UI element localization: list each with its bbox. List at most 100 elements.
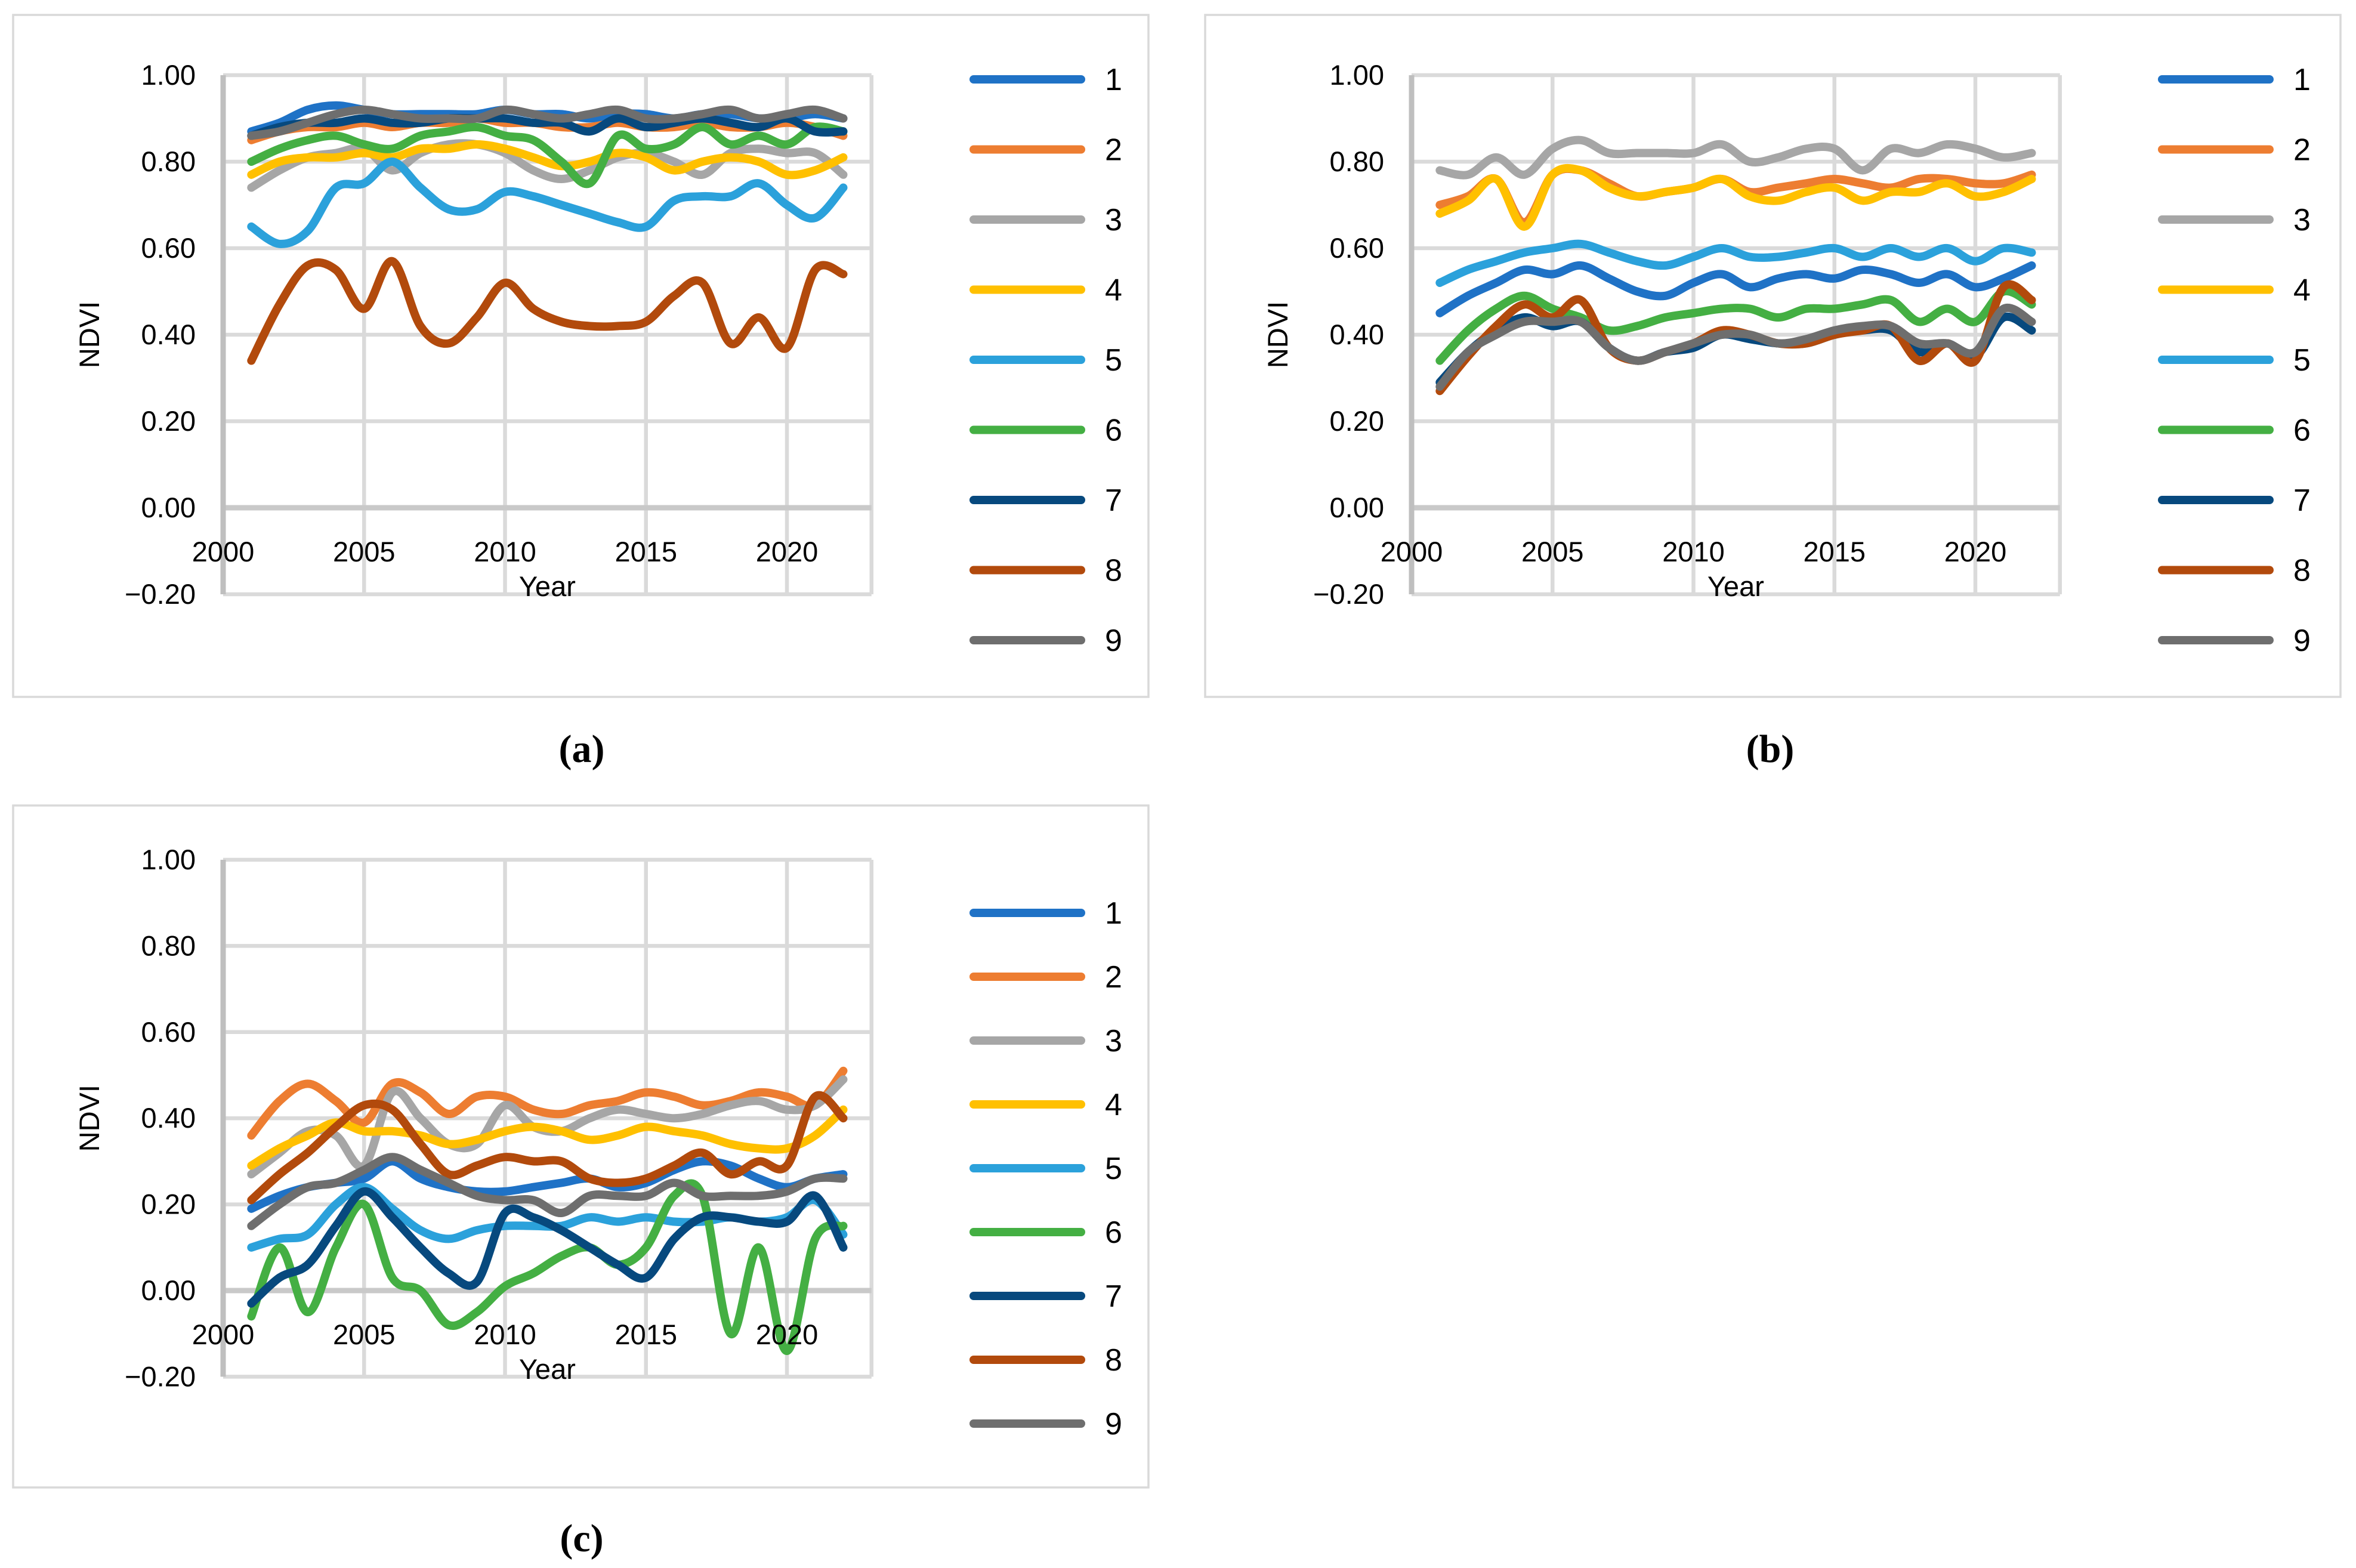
series-line-a-4 [247,140,848,180]
x-tick-label: 2005 [333,536,396,567]
legend-item-b-3: 3 [2158,203,2311,237]
x-axis-title: Year [519,570,576,602]
y-tick-label: 0.20 [141,1189,196,1220]
x-axis-title: Year [519,1353,576,1385]
legend-item-a-7: 7 [969,483,1122,518]
series-line-c-9 [247,1153,848,1230]
y-tick-label: 0.60 [141,1016,196,1048]
y-tick-label: 0.60 [141,232,196,264]
y-tick-label: 0.00 [1330,492,1384,523]
panel-border-b [1204,14,2342,698]
legend-label: 7 [2293,483,2311,518]
legend-item-c-7: 7 [969,1279,1122,1314]
series-group-b [1435,135,2036,396]
legend-label: 4 [1105,1088,1122,1122]
legend-item-b-8: 8 [2158,554,2311,588]
panel-c: 1.00 0.80 0.60 0.40 0.20 0.00 −0.20 2000 2005 201… [12,804,1150,1560]
legend-c: 1 2 3 4 5 6 7 8 9 [969,896,1122,1442]
series-line-b-4 [1435,163,2036,231]
y-tick-label: 0.00 [141,1274,196,1306]
legend-b: 1 2 3 4 5 6 7 8 9 [2158,63,2311,658]
legend-label: 5 [1105,1152,1122,1186]
x-tick-label: 2000 [192,1319,255,1350]
x-tick-label: 2010 [1662,536,1725,567]
legend-label: 9 [1105,1407,1122,1442]
x-tick-label: 2020 [756,536,819,567]
y-axis-title: NDVI [73,301,105,368]
x-tick-label: 2005 [333,1319,396,1350]
series-line-a-5 [247,158,848,248]
series-line-b-1 [1435,261,2036,317]
legend-label: 8 [1105,554,1122,588]
legend-item-c-5: 5 [969,1152,1122,1186]
y-tick-label: 0.40 [141,1102,196,1134]
legend-item-b-5: 5 [2158,343,2311,378]
legend-item-a-9: 9 [969,624,1122,658]
legend-item-c-9: 9 [969,1407,1122,1442]
x-tick-label: 2000 [192,536,255,567]
y-tick-label: −0.20 [125,1360,196,1392]
panel-b: 1.00 0.80 0.60 0.40 0.20 0.00 −0.20 2000 2005 201… [1204,14,2342,771]
series-line-c-4 [247,1105,848,1170]
panel-caption-a: (a) [559,727,605,771]
legend-label: 1 [1105,63,1122,97]
series-line-c-6 [247,1179,848,1356]
legend-item-c-4: 4 [969,1088,1122,1122]
y-tick-label: 1.00 [1330,59,1384,91]
legend-item-b-4: 4 [2158,273,2311,308]
y-tick-label: 0.20 [1330,405,1384,437]
legend-label: 1 [2293,63,2311,97]
y-tick-label: −0.20 [125,578,196,610]
x-tick-label: 2010 [474,1319,536,1350]
legend-item-a-6: 6 [969,413,1122,448]
y-tick-label: 0.40 [1330,319,1384,350]
series-line-b-3 [1435,135,2036,180]
x-axis-title: Year [1707,570,1764,602]
legend-label: 7 [1105,483,1122,518]
legend-label: 9 [1105,624,1122,658]
legend-label: 6 [1105,1215,1122,1250]
legend-item-b-7: 7 [2158,483,2311,518]
y-tick-label: 0.20 [141,405,196,437]
y-tick-label: 0.80 [1330,146,1384,177]
legend-label: 2 [2293,133,2311,168]
y-tick-label: 0.80 [141,146,196,177]
y-tick-label: 0.00 [141,492,196,523]
legend-label: 2 [1105,133,1122,168]
series-line-c-7 [247,1187,848,1308]
y-axis-title: NDVI [73,1085,105,1152]
y-tick-label: −0.20 [1313,578,1384,610]
legend-item-b-9: 9 [2158,624,2311,658]
y-axis-title: NDVI [1262,301,1293,368]
legend-item-a-8: 8 [969,554,1122,588]
y-tick-label: 1.00 [141,844,196,875]
series-line-b-6 [1435,286,2036,365]
panel-a: 1.00 0.80 0.60 0.40 0.20 0.00 −0.20 2000 2005 201… [12,14,1150,771]
legend-item-a-4: 4 [969,273,1122,308]
gridlines-c [220,857,873,1379]
series-line-b-5 [1435,239,2036,287]
x-tick-label: 2000 [1381,536,1443,567]
legend-a: 1 2 3 4 5 6 7 8 9 [969,63,1122,658]
legend-label: 1 [1105,896,1122,931]
x-tick-label: 2010 [474,536,536,567]
y-tick-label: 1.00 [141,59,196,91]
series-group-c [247,1066,848,1356]
y-tick-label: 0.60 [1330,232,1384,264]
legend-label: 6 [1105,413,1122,448]
legend-item-a-5: 5 [969,343,1122,378]
legend-item-c-2: 2 [969,960,1122,995]
legend-label: 2 [1105,960,1122,995]
legend-label: 8 [2293,554,2311,588]
panel-caption-b: (b) [1746,727,1795,771]
x-tick-label: 2020 [1944,536,2007,567]
legend-label: 3 [1105,203,1122,237]
legend-label: 6 [2293,413,2311,448]
x-tick-label: 2020 [756,1319,819,1350]
legend-label: 9 [2293,624,2311,658]
y-tick-label: 0.80 [141,930,196,961]
series-line-a-3 [247,139,848,192]
legend-item-c-8: 8 [969,1343,1122,1378]
x-tick-label: 2015 [615,1319,677,1350]
x-tick-label: 2015 [1803,536,1866,567]
